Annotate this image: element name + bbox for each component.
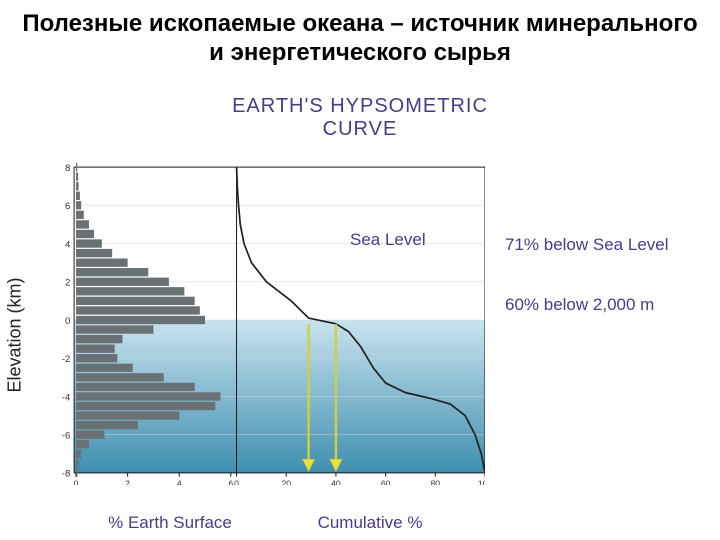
chart-title-l2: CURVE xyxy=(200,118,520,141)
annot-60pct: 60% below 2,000 m xyxy=(505,295,654,315)
hypsometric-plot: -8-6-4-2024680204060801000246 xyxy=(55,155,485,485)
svg-text:6: 6 xyxy=(228,478,233,485)
svg-text:6: 6 xyxy=(65,201,70,212)
x-axis-labels: % Earth Surface Cumulative % xyxy=(55,513,485,533)
svg-text:100: 100 xyxy=(478,478,485,485)
svg-text:2: 2 xyxy=(125,478,130,485)
chart-title-l1: EARTH'S HYPSOMETRIC xyxy=(200,95,520,118)
svg-text:2: 2 xyxy=(65,278,70,289)
svg-text:-2: -2 xyxy=(62,354,71,365)
xlabel-left: % Earth Surface xyxy=(55,513,255,533)
y-axis-label: Elevation (km) xyxy=(5,277,26,392)
svg-text:4: 4 xyxy=(65,239,71,250)
xlabel-right: Cumulative % xyxy=(255,513,485,533)
chart-title: EARTH'S HYPSOMETRIC CURVE xyxy=(200,95,520,141)
svg-text:40: 40 xyxy=(331,478,341,485)
svg-text:8: 8 xyxy=(65,163,70,174)
svg-text:-6: -6 xyxy=(62,430,71,441)
svg-text:20: 20 xyxy=(281,478,291,485)
svg-text:0: 0 xyxy=(234,478,239,485)
svg-text:0: 0 xyxy=(65,316,70,327)
page-title: Полезные ископаемые океана – источник ми… xyxy=(0,0,720,68)
annot-71pct: 71% below Sea Level xyxy=(505,235,669,255)
svg-text:60: 60 xyxy=(381,478,391,485)
svg-text:0: 0 xyxy=(74,478,79,485)
sea-level-label: Sea Level xyxy=(350,230,426,250)
svg-text:80: 80 xyxy=(431,478,441,485)
chart-area: Elevation (km) -8-6-4-202468020406080100… xyxy=(55,155,695,515)
svg-text:4: 4 xyxy=(177,478,182,485)
svg-text:-4: -4 xyxy=(62,392,71,403)
svg-text:-8: -8 xyxy=(62,469,71,480)
